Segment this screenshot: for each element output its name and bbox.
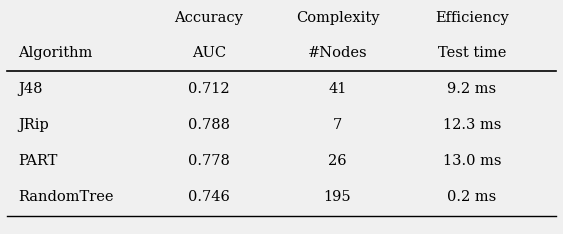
Text: #Nodes: #Nodes bbox=[308, 46, 367, 60]
Text: JRip: JRip bbox=[18, 118, 49, 132]
Text: 41: 41 bbox=[328, 82, 347, 96]
Text: 0.778: 0.778 bbox=[187, 154, 230, 168]
Text: 0.746: 0.746 bbox=[187, 190, 230, 204]
Text: J48: J48 bbox=[18, 82, 43, 96]
Text: PART: PART bbox=[18, 154, 57, 168]
Text: 9.2 ms: 9.2 ms bbox=[448, 82, 497, 96]
Text: 0.2 ms: 0.2 ms bbox=[448, 190, 497, 204]
Text: 195: 195 bbox=[324, 190, 351, 204]
Text: Algorithm: Algorithm bbox=[18, 46, 92, 60]
Text: Test time: Test time bbox=[438, 46, 506, 60]
Text: 26: 26 bbox=[328, 154, 347, 168]
Text: 0.788: 0.788 bbox=[187, 118, 230, 132]
Text: 7: 7 bbox=[333, 118, 342, 132]
Text: Efficiency: Efficiency bbox=[435, 11, 509, 25]
Text: AUC: AUC bbox=[191, 46, 226, 60]
Text: Accuracy: Accuracy bbox=[174, 11, 243, 25]
Text: 13.0 ms: 13.0 ms bbox=[443, 154, 501, 168]
Text: Complexity: Complexity bbox=[296, 11, 379, 25]
Text: RandomTree: RandomTree bbox=[18, 190, 114, 204]
Text: 12.3 ms: 12.3 ms bbox=[443, 118, 501, 132]
Text: 0.712: 0.712 bbox=[188, 82, 230, 96]
